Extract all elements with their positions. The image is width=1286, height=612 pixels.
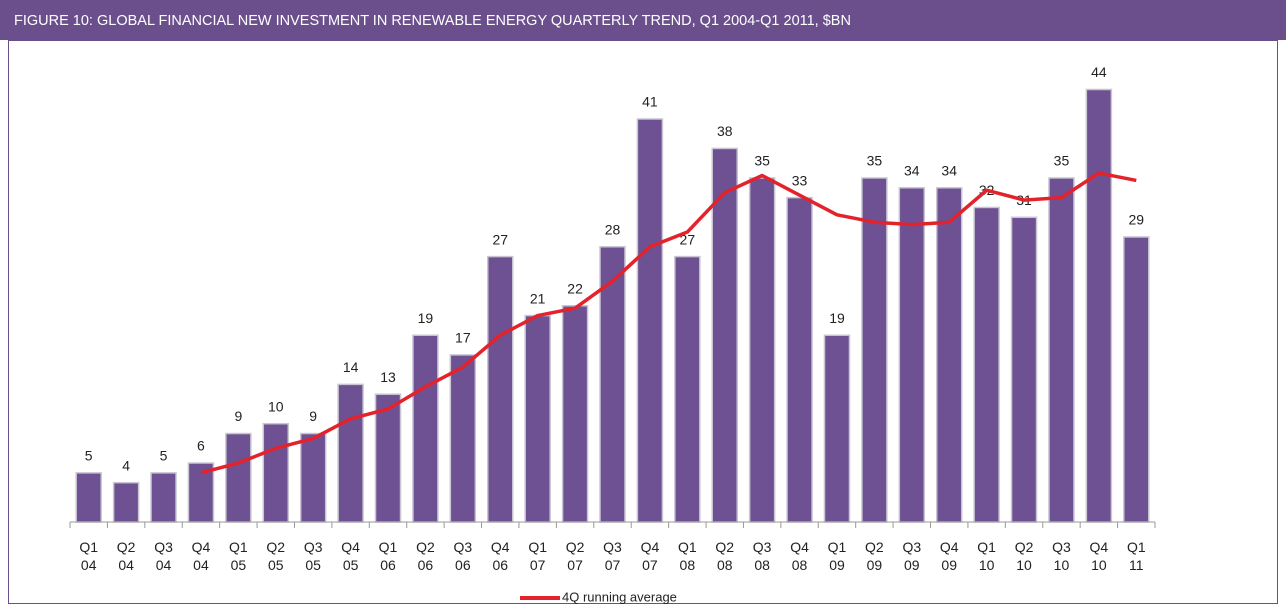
bar xyxy=(898,187,926,523)
bar xyxy=(711,147,738,523)
data-label: 29 xyxy=(1129,212,1145,228)
bar xyxy=(150,472,177,523)
bar xyxy=(973,206,1000,523)
bar xyxy=(823,334,851,523)
x-tick-label: Q1 09 xyxy=(828,539,847,573)
bar xyxy=(935,187,963,523)
x-tick-label: Q3 06 xyxy=(454,539,473,573)
x-tick-label: Q4 06 xyxy=(491,539,510,573)
bar xyxy=(1010,216,1038,523)
data-label: 35 xyxy=(754,153,770,169)
x-tick-label: Q4 07 xyxy=(641,539,660,573)
x-tick-label: Q2 08 xyxy=(715,539,734,573)
legend-label: 4Q running average xyxy=(562,589,677,604)
data-label: 44 xyxy=(1091,64,1107,80)
x-tick-label: Q1 11 xyxy=(1127,539,1146,573)
x-tick-label: Q3 09 xyxy=(902,539,921,573)
bar xyxy=(786,196,813,523)
data-label: 5 xyxy=(160,448,168,464)
bar xyxy=(1085,88,1113,523)
data-label: 19 xyxy=(829,310,845,326)
x-tick-label: Q2 10 xyxy=(1015,539,1034,573)
data-label: 21 xyxy=(530,290,546,306)
x-tick-label: Q4 09 xyxy=(940,539,959,573)
bar xyxy=(449,354,477,523)
data-label: 35 xyxy=(867,153,883,169)
x-tick-label: Q1 07 xyxy=(528,539,547,573)
bar xyxy=(861,177,888,523)
x-tick-label: Q4 10 xyxy=(1090,539,1109,573)
data-label: 22 xyxy=(567,280,583,296)
bar xyxy=(112,481,140,523)
data-label: 6 xyxy=(197,438,205,454)
x-tick-label: Q1 05 xyxy=(229,539,248,573)
data-label: 13 xyxy=(380,369,396,385)
bar xyxy=(337,383,364,523)
x-tick-label: Q4 08 xyxy=(790,539,809,573)
line xyxy=(200,171,1137,475)
bar xyxy=(1123,236,1150,523)
x-tick-label: Q2 04 xyxy=(117,539,136,573)
bar xyxy=(225,432,252,523)
x-tick-label: Q1 10 xyxy=(977,539,996,573)
data-label: 35 xyxy=(1054,153,1070,169)
bar xyxy=(636,118,664,523)
bar xyxy=(374,393,402,523)
data-label: 4 xyxy=(122,457,130,473)
bar xyxy=(412,334,439,523)
data-label: 9 xyxy=(309,408,317,424)
chart-title: FIGURE 10: GLOBAL FINANCIAL NEW INVESTME… xyxy=(14,13,851,29)
bar xyxy=(299,432,327,523)
data-label: 10 xyxy=(268,398,284,414)
x-tick-label: Q1 06 xyxy=(379,539,398,573)
data-label: 9 xyxy=(234,408,242,424)
bar xyxy=(75,472,102,523)
x-tick-label: Q2 05 xyxy=(266,539,285,573)
x-tick-label: Q3 07 xyxy=(603,539,622,573)
data-label: 19 xyxy=(418,310,434,326)
x-tick-label: Q2 09 xyxy=(865,539,884,573)
data-label: 17 xyxy=(455,330,471,346)
x-tick-label: Q1 08 xyxy=(678,539,697,573)
data-label: 5 xyxy=(85,448,93,464)
x-tick-label: Q3 08 xyxy=(753,539,772,573)
frame xyxy=(8,40,1278,604)
x-tick-label: Q3 05 xyxy=(304,539,323,573)
x-tick-label: Q2 06 xyxy=(416,539,435,573)
data-label: 33 xyxy=(792,172,808,188)
bar xyxy=(487,255,514,523)
data-label: 34 xyxy=(904,162,920,178)
title-bar xyxy=(0,0,1286,40)
x-tick-label: Q3 10 xyxy=(1052,539,1071,573)
x-tick-label: Q3 04 xyxy=(154,539,173,573)
x-tick-label: Q2 07 xyxy=(566,539,585,573)
data-label: 27 xyxy=(492,231,508,247)
x-tick-label: Q1 04 xyxy=(79,539,98,573)
bar xyxy=(1048,177,1075,523)
data-label: 28 xyxy=(605,221,621,237)
bar xyxy=(524,314,551,523)
bar xyxy=(674,255,701,523)
x-tick-label: Q4 04 xyxy=(192,539,211,573)
data-label: 34 xyxy=(941,162,957,178)
bar xyxy=(262,422,290,523)
data-label: 14 xyxy=(343,359,359,375)
bar xyxy=(561,304,589,523)
x-tick-label: Q4 05 xyxy=(341,539,360,573)
data-label: 38 xyxy=(717,123,733,139)
bar xyxy=(748,177,776,523)
data-label: 41 xyxy=(642,94,658,110)
